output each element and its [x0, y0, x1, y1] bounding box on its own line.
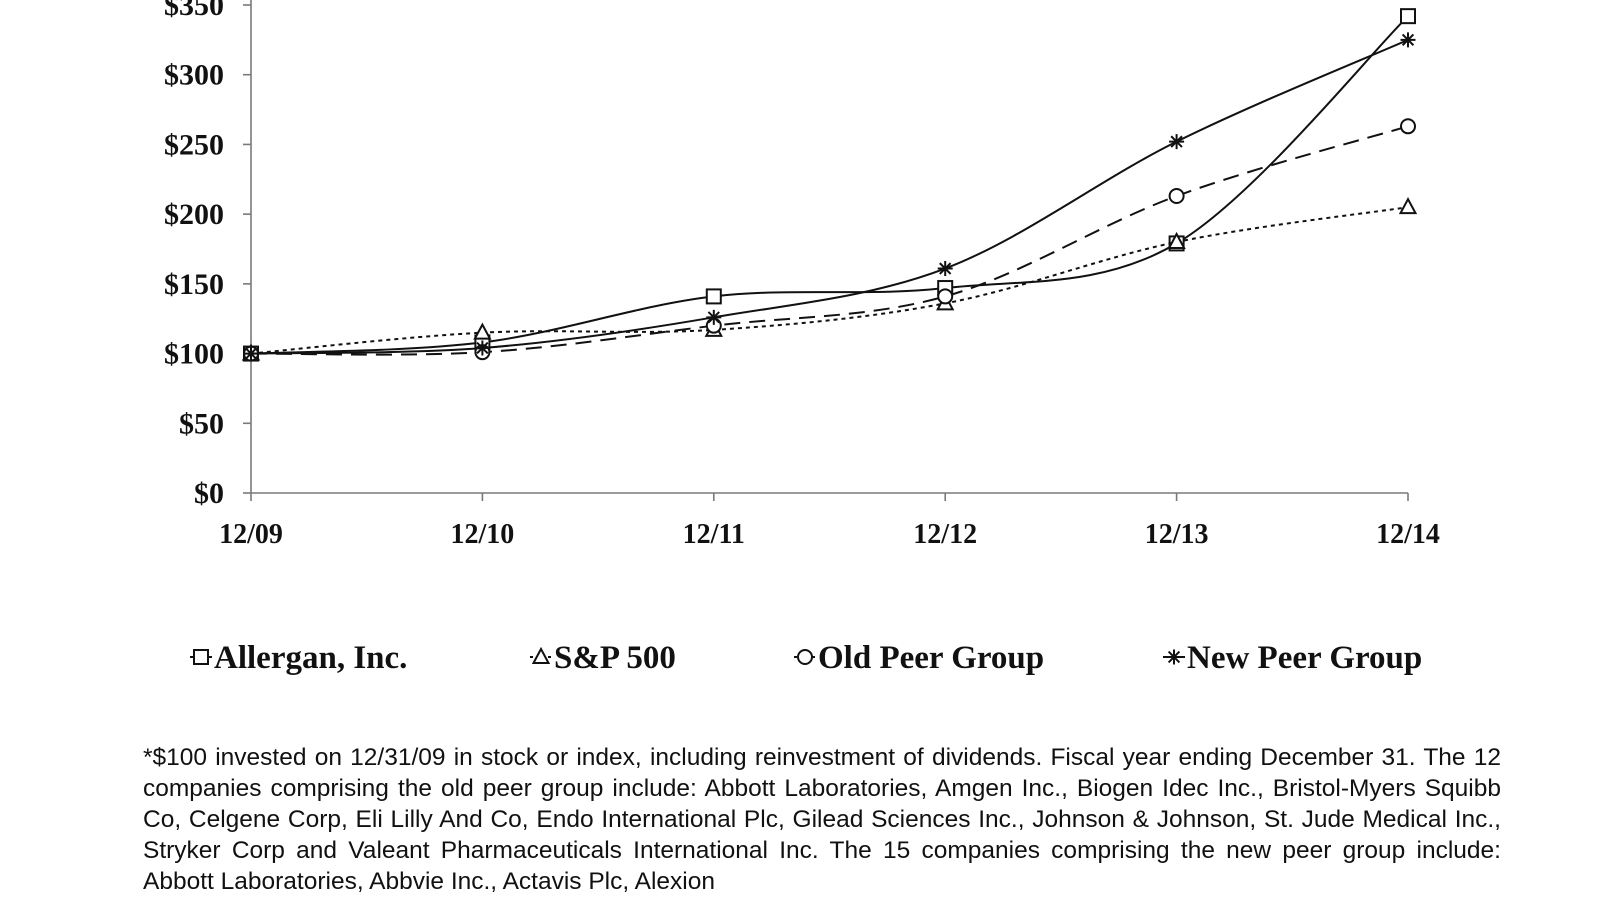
legend-marker-s-p-500 [531, 646, 551, 664]
y-axis-ticks: $0 $50 $100 $150 $200 $250 $300 $350 [164, 0, 251, 510]
legend-item-s-p-500: S&P 500 [530, 640, 676, 676]
legend: Allergan, Inc. S&P 500 Old Peer Group New P… [190, 640, 1422, 676]
legend-item-allergan-inc: Allergan, Inc. [190, 640, 407, 676]
series-line-old-peer-group [250, 125, 1409, 356]
x-axis-ticks: 12/09 12/10 12/11 12/12 12/13 12/14 [219, 493, 1440, 550]
y-tick-label: $100 [164, 338, 224, 371]
series-s-p-500 [241, 197, 1418, 361]
data-point-s-p-500 [473, 322, 492, 340]
footnote-text: *$100 invested on 12/31/09 in stock or i… [143, 744, 1501, 895]
x-tick-label: 12/09 [219, 519, 283, 550]
x-tick-label: 12/11 [683, 519, 745, 550]
y-tick-label: $0 [194, 477, 224, 510]
series-old-peer-group [243, 118, 1416, 362]
series-allergan-inc [243, 8, 1416, 362]
data-point-new-peer-group [937, 261, 953, 277]
data-point-new-peer-group [474, 340, 490, 356]
legend-marker-old-peer-group [797, 649, 813, 665]
y-tick-label: $250 [164, 128, 224, 161]
series-layer [241, 8, 1418, 362]
series-line-new-peer-group [250, 38, 1409, 355]
data-point-new-peer-group [1400, 32, 1416, 48]
y-tick-label: $200 [164, 198, 224, 231]
legend-item-old-peer-group: Old Peer Group [794, 640, 1044, 676]
data-point-allergan-inc [705, 288, 722, 305]
legend-label-new-peer-group: New Peer Group [1187, 640, 1422, 676]
data-point-s-p-500 [1167, 231, 1186, 250]
series-new-peer-group [243, 32, 1416, 362]
data-point-new-peer-group [706, 309, 722, 325]
legend-marker-new-peer-group [1166, 649, 1182, 665]
data-point-old-peer-group [1168, 188, 1185, 205]
series-line-allergan-inc [250, 15, 1409, 355]
y-tick-label: $350 [164, 0, 224, 22]
data-point-s-p-500 [1398, 197, 1418, 215]
data-point-old-peer-group [1400, 118, 1416, 135]
y-tick-label: $150 [164, 268, 224, 301]
x-tick-label: 12/12 [913, 519, 977, 550]
legend-item-new-peer-group: New Peer Group [1163, 640, 1422, 676]
legend-label-allergan-inc: Allergan, Inc. [214, 640, 407, 676]
y-tick-label: $50 [179, 407, 224, 440]
data-point-new-peer-group [1169, 134, 1185, 150]
data-point-new-peer-group [243, 346, 259, 362]
legend-label-s-p-500: S&P 500 [554, 640, 676, 676]
y-tick-label: $300 [164, 59, 224, 92]
legend-label-old-peer-group: Old Peer Group [818, 640, 1044, 676]
data-point-old-peer-group [937, 288, 954, 305]
x-tick-label: 12/10 [451, 519, 515, 550]
series-line-s-p-500 [250, 206, 1409, 355]
x-tick-label: 12/14 [1376, 519, 1440, 550]
x-tick-label: 12/13 [1145, 519, 1209, 550]
legend-marker-allergan-inc [193, 649, 209, 665]
data-point-allergan-inc [1400, 8, 1416, 25]
